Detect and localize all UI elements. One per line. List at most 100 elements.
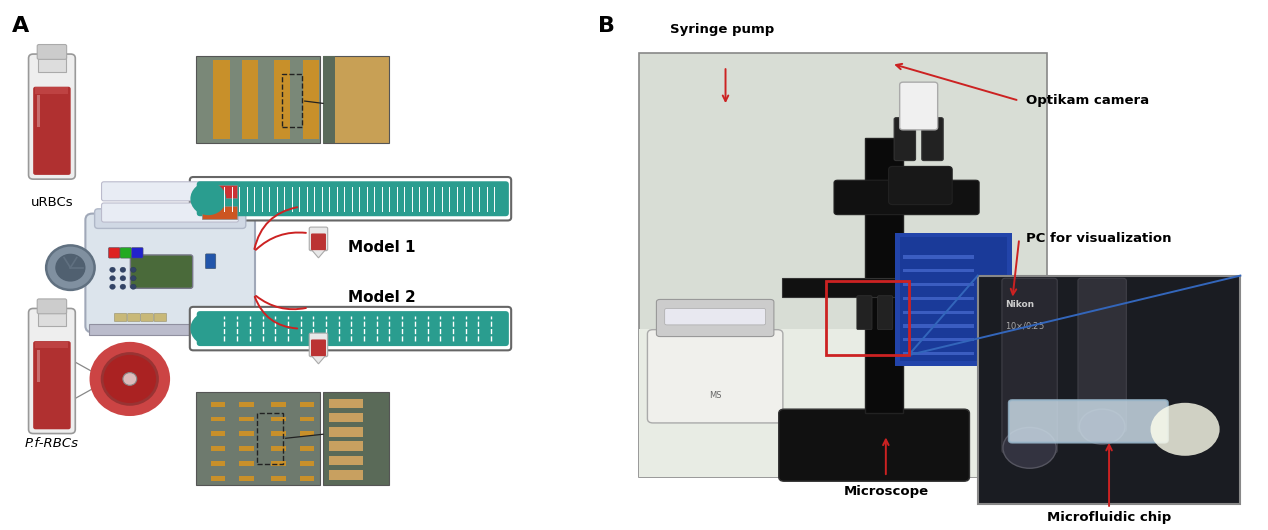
Circle shape <box>56 254 85 281</box>
Text: uRBCs: uRBCs <box>30 196 74 209</box>
Bar <box>37 350 41 382</box>
FancyBboxPatch shape <box>1009 400 1168 443</box>
Bar <box>36 342 68 348</box>
FancyBboxPatch shape <box>779 409 970 481</box>
Bar <box>328 456 364 465</box>
Circle shape <box>120 276 126 281</box>
Bar <box>639 53 1047 477</box>
Bar <box>328 399 364 408</box>
Bar <box>271 461 285 466</box>
Circle shape <box>131 284 136 289</box>
Text: Optikam camera: Optikam camera <box>1026 94 1149 107</box>
Bar <box>210 402 224 407</box>
FancyBboxPatch shape <box>132 248 143 258</box>
Bar <box>903 269 974 272</box>
Bar <box>271 417 285 421</box>
FancyBboxPatch shape <box>309 333 327 357</box>
Bar <box>903 352 974 355</box>
Bar <box>240 402 254 407</box>
FancyBboxPatch shape <box>190 307 511 350</box>
FancyBboxPatch shape <box>37 299 67 314</box>
FancyBboxPatch shape <box>895 233 1012 366</box>
Bar <box>256 413 283 464</box>
Bar <box>301 476 314 481</box>
FancyBboxPatch shape <box>857 296 872 330</box>
Bar <box>242 60 259 139</box>
FancyBboxPatch shape <box>657 299 773 337</box>
Text: Microfluidic chip: Microfluidic chip <box>1047 511 1172 525</box>
FancyBboxPatch shape <box>648 330 782 423</box>
FancyBboxPatch shape <box>898 296 913 330</box>
Text: P.f-RBCs: P.f-RBCs <box>25 437 79 450</box>
Bar <box>210 417 224 421</box>
Text: Microscope: Microscope <box>843 485 928 498</box>
Circle shape <box>46 245 95 290</box>
Polygon shape <box>311 249 326 258</box>
Text: PC for visualization: PC for visualization <box>1026 232 1172 245</box>
Bar <box>210 431 224 436</box>
Text: Nikon: Nikon <box>1006 301 1035 310</box>
FancyBboxPatch shape <box>37 45 67 59</box>
Circle shape <box>1079 409 1125 444</box>
Polygon shape <box>311 355 326 364</box>
Bar <box>271 431 285 436</box>
Bar <box>197 56 321 143</box>
FancyBboxPatch shape <box>85 214 255 332</box>
Bar <box>202 206 237 219</box>
Bar <box>782 278 975 297</box>
FancyBboxPatch shape <box>205 254 216 269</box>
FancyBboxPatch shape <box>311 233 326 250</box>
FancyBboxPatch shape <box>922 118 943 161</box>
Bar <box>271 402 285 407</box>
Circle shape <box>120 284 126 289</box>
Bar <box>210 446 224 451</box>
Bar <box>903 297 974 300</box>
Circle shape <box>123 373 137 385</box>
Text: Model 1: Model 1 <box>349 240 416 254</box>
Circle shape <box>131 276 136 281</box>
Bar <box>213 60 230 139</box>
FancyBboxPatch shape <box>900 82 937 130</box>
Bar <box>301 417 314 421</box>
Bar <box>328 427 364 437</box>
Bar <box>210 476 224 481</box>
Text: MS: MS <box>709 391 721 400</box>
Text: A: A <box>11 16 29 36</box>
FancyBboxPatch shape <box>141 313 153 322</box>
Bar <box>38 56 66 72</box>
FancyBboxPatch shape <box>311 339 326 356</box>
FancyBboxPatch shape <box>101 203 238 222</box>
FancyBboxPatch shape <box>153 313 166 322</box>
Bar <box>240 461 254 466</box>
Bar <box>271 476 285 481</box>
Bar <box>301 431 314 436</box>
Bar <box>210 461 224 466</box>
FancyBboxPatch shape <box>131 255 193 288</box>
FancyBboxPatch shape <box>95 209 246 228</box>
Bar <box>301 402 314 407</box>
FancyBboxPatch shape <box>664 308 766 325</box>
Bar <box>36 87 68 94</box>
Bar <box>301 461 314 466</box>
Circle shape <box>109 284 115 289</box>
Bar <box>825 281 909 355</box>
Bar <box>37 95 41 127</box>
Bar <box>240 446 254 451</box>
Circle shape <box>1150 403 1220 456</box>
Bar <box>323 56 335 143</box>
FancyBboxPatch shape <box>197 181 508 216</box>
Bar <box>197 392 321 485</box>
FancyBboxPatch shape <box>190 177 511 220</box>
Bar <box>202 185 237 198</box>
Circle shape <box>131 267 136 272</box>
Bar <box>303 60 320 139</box>
Circle shape <box>103 354 157 404</box>
Circle shape <box>120 267 126 272</box>
Bar <box>903 255 974 259</box>
Circle shape <box>109 267 115 272</box>
FancyBboxPatch shape <box>33 341 71 429</box>
FancyBboxPatch shape <box>101 182 238 201</box>
Circle shape <box>190 182 226 215</box>
Bar <box>38 310 66 326</box>
FancyBboxPatch shape <box>128 313 141 322</box>
